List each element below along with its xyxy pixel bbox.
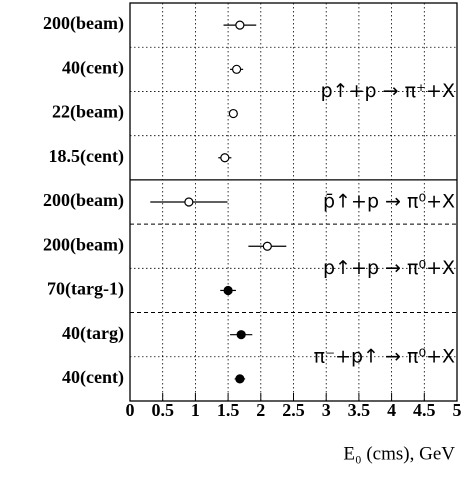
x-tick-label: 2.5 xyxy=(282,400,305,420)
data-point xyxy=(236,330,246,340)
x-axis-label: E₀ (cms), GeV xyxy=(343,443,455,464)
annotation: p↑+p → π⁺+X xyxy=(321,80,455,102)
data-point xyxy=(235,20,245,30)
x-tick-label: 0 xyxy=(126,400,135,420)
data-point xyxy=(235,374,245,384)
y-tick-label: 200(beam) xyxy=(43,190,124,211)
y-tick-label: 22(beam) xyxy=(52,102,124,123)
x-tick-label: 3 xyxy=(322,400,331,420)
x-tick-label: 5 xyxy=(453,400,462,420)
annotation: p↑+p → π⁰+X xyxy=(323,257,455,279)
x-tick-label: 1.5 xyxy=(217,400,240,420)
data-point xyxy=(184,197,194,207)
x-tick-label: 3.5 xyxy=(348,400,371,420)
x-tick-label: 4 xyxy=(387,400,396,420)
plot-frame xyxy=(129,2,458,402)
x-tick-label: 2 xyxy=(256,400,265,420)
y-tick-label: 40(cent) xyxy=(62,57,124,78)
y-tick-label: 40(cent) xyxy=(62,367,124,388)
y-tick-label: 200(beam) xyxy=(43,13,124,34)
x-tick-label: 1 xyxy=(191,400,200,420)
y-tick-label: 40(targ) xyxy=(62,323,124,344)
data-point xyxy=(220,153,230,163)
y-tick-label: 200(beam) xyxy=(43,234,124,255)
x-tick-label: 0.5 xyxy=(151,400,174,420)
x-tick-label: 4.5 xyxy=(413,400,436,420)
data-point xyxy=(223,285,233,296)
annotation: π⁻+p↑ → π⁰+X xyxy=(314,345,455,367)
data-point xyxy=(228,108,238,119)
y-tick-label: 70(targ-1) xyxy=(47,279,124,300)
data-point xyxy=(262,241,272,251)
y-tick-label: 18.5(cent) xyxy=(49,146,124,167)
data-point xyxy=(232,64,242,74)
annotation: p̄↑+p → π⁰+X xyxy=(323,191,455,213)
